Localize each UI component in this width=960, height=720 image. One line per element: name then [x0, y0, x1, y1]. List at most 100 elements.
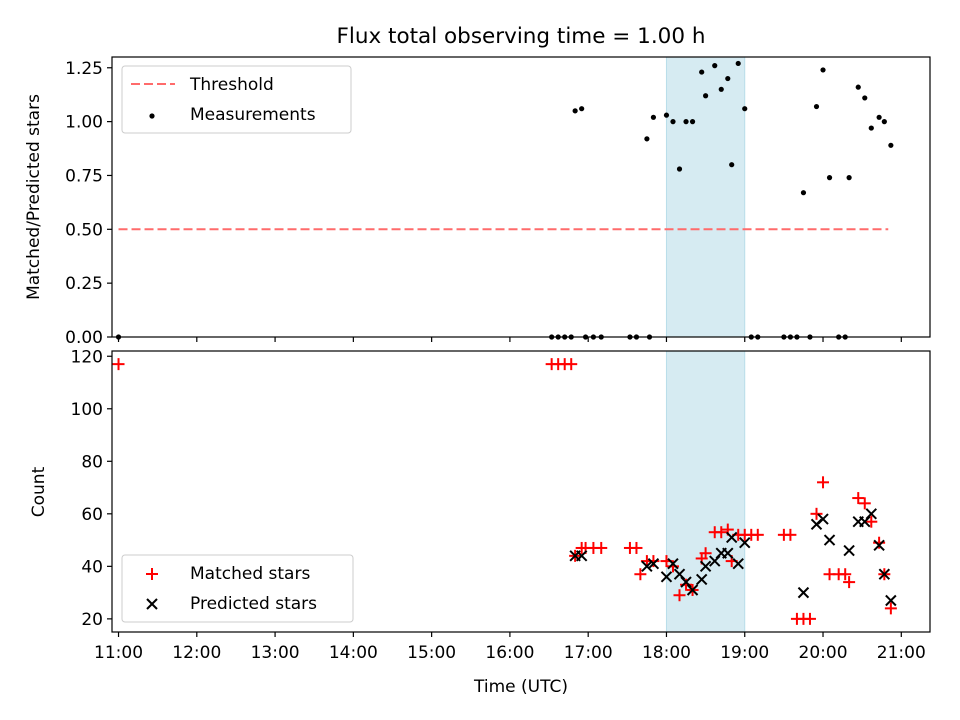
predicted-star-marker — [660, 571, 673, 583]
matched-star-marker — [852, 492, 865, 505]
y-tick-label: 0.50 — [65, 220, 103, 240]
matched-star-marker — [858, 497, 871, 510]
predicted-star-marker — [823, 534, 836, 546]
matched-star-marker — [839, 568, 852, 581]
x-tick-label: 17:00 — [564, 643, 613, 663]
cross-b — [823, 534, 836, 546]
measurement-point — [876, 114, 882, 120]
count-panel: 20 40 60 80 100 120 11:00 12:00 13:00 14:00 15:00… — [29, 347, 931, 697]
cross-b — [725, 531, 738, 544]
legend-bottom: Matched stars Predicted stars — [121, 554, 354, 623]
x-tick-label: 15:00 — [407, 643, 456, 663]
cross-b — [667, 558, 679, 570]
measurement-point — [868, 125, 874, 131]
predicted-star-marker — [865, 508, 877, 520]
legend-top: Threshold Measurements — [121, 65, 352, 134]
measurement-point — [650, 114, 657, 120]
measurement-point — [725, 75, 731, 82]
y-tick-label: 40 — [81, 557, 103, 577]
measurement-point — [820, 67, 826, 73]
matched-star-marker — [699, 547, 712, 560]
x-tick-label: 21:00 — [877, 643, 926, 663]
cross-b — [732, 558, 744, 570]
measurement-point — [826, 175, 833, 181]
matched-star-marker — [810, 507, 823, 520]
predicted-star-marker — [878, 568, 891, 580]
measurement-point — [862, 95, 868, 101]
cross-b — [673, 568, 686, 580]
legend-measurements-swatch — [149, 113, 155, 119]
y-tick-label: 1.25 — [65, 59, 103, 79]
measurement-point — [663, 112, 670, 118]
y-axis-label-top: Matched/Predicted stars — [24, 94, 44, 300]
measurement-points — [115, 60, 894, 340]
measurement-point — [579, 106, 585, 112]
measurement-point — [699, 69, 705, 75]
predicted-stars-points — [569, 508, 897, 607]
matched-star-marker — [865, 515, 878, 528]
axes-frame-bottom — [111, 350, 931, 633]
legend-threshold-label: Threshold — [189, 75, 274, 95]
matched-star-marker — [630, 541, 643, 554]
cross-b — [575, 550, 588, 562]
highlight-band-bottom — [665, 350, 746, 633]
legend-box-top — [121, 65, 352, 134]
y-tick-label: 120 — [71, 347, 103, 367]
predicted-star-marker — [873, 539, 885, 552]
cross-b — [739, 537, 751, 549]
measurement-point — [800, 190, 807, 196]
measurement-point — [735, 60, 741, 67]
axes-frame-top — [111, 56, 931, 338]
cross-b — [641, 560, 653, 573]
measurement-point — [703, 93, 709, 99]
measurement-point — [670, 119, 676, 125]
y-axis-ticks-top: 0.00 0.25 0.50 0.75 1.00 1.25 — [65, 59, 112, 348]
measurement-point — [742, 106, 748, 112]
matched-star-marker — [884, 602, 897, 615]
legend-matched-label: Matched stars — [190, 564, 310, 584]
chart-title: Flux total observing time = 1.00 h — [337, 24, 706, 49]
cross-b — [873, 539, 885, 552]
measurement-point — [683, 119, 689, 125]
legend-matched-swatch — [146, 568, 158, 580]
y-axis-label-bottom: Count — [29, 466, 49, 517]
matched-star-marker — [634, 568, 647, 581]
ratio-panel: 0.00 0.25 0.50 0.75 1.00 1.25 Matched/Predict… — [24, 56, 931, 348]
predicted-star-marker — [722, 547, 734, 559]
x-tick-label: 12:00 — [172, 643, 221, 663]
cross-b — [686, 584, 699, 596]
x-tick-label: 18:00 — [642, 643, 691, 663]
measurement-point — [888, 142, 894, 148]
predicted-star-marker — [686, 584, 699, 596]
cross-b — [797, 586, 810, 599]
x-tick-label: 14:00 — [329, 643, 378, 663]
predicted-star-marker — [641, 560, 653, 573]
y-tick-label: 1.00 — [65, 113, 103, 133]
measurement-point — [855, 84, 861, 90]
legend-predicted-swatch — [146, 598, 158, 610]
matched-star-marker — [565, 358, 578, 371]
cross-b — [660, 571, 673, 583]
matched-star-marker — [817, 476, 830, 489]
measurement-point — [813, 103, 820, 110]
cross-b — [885, 594, 897, 607]
predicted-star-marker — [647, 558, 660, 570]
cross-b — [699, 560, 712, 573]
cross-b — [695, 573, 708, 586]
x-axis-label: Time (UTC) — [473, 677, 568, 697]
matched-star-marker — [784, 528, 797, 541]
x-axis-ticks-top — [117, 337, 902, 342]
legend-measurements-label: Measurements — [190, 105, 316, 125]
measurement-point — [881, 119, 887, 125]
measurement-point — [676, 166, 683, 172]
matched-star-marker — [715, 526, 728, 539]
predicted-star-marker — [699, 560, 712, 573]
cross-b — [680, 576, 692, 588]
matched-star-marker — [112, 358, 125, 371]
predicted-star-marker — [797, 586, 810, 599]
measurement-point — [712, 63, 718, 69]
y-tick-label: 0.25 — [65, 274, 103, 294]
measurement-point — [572, 108, 578, 114]
cross-b — [865, 508, 877, 520]
